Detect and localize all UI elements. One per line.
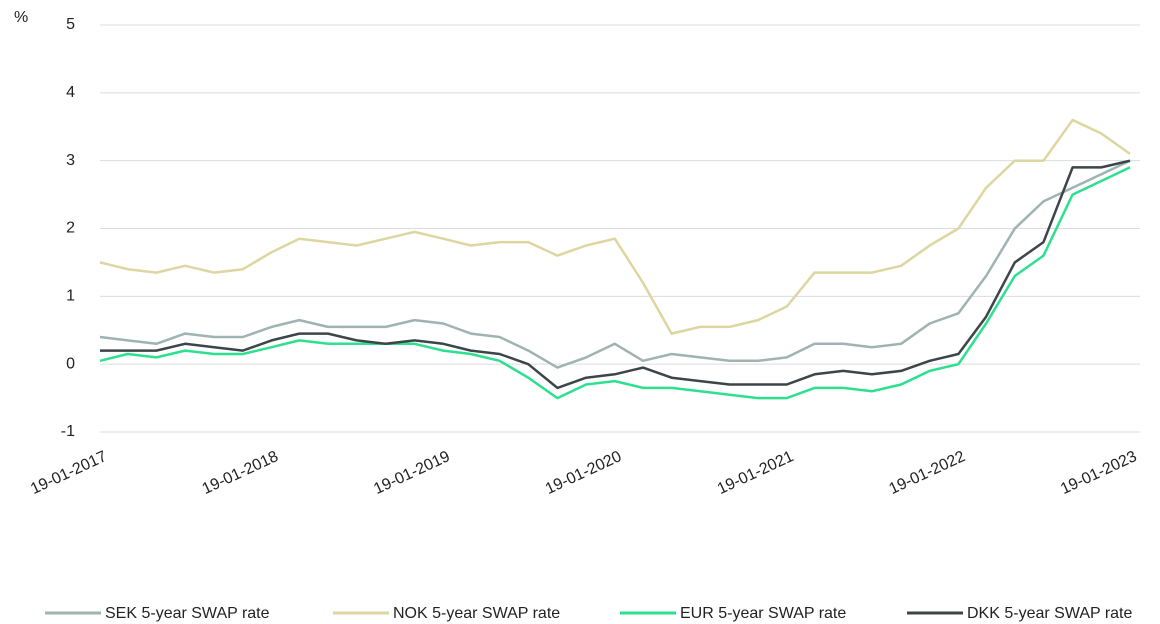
series-line bbox=[99, 166, 1131, 400]
y-tick-label: 0 bbox=[66, 355, 75, 372]
x-tick-label: 19-01-2017 bbox=[28, 448, 109, 498]
x-tick-label: 19-01-2023 bbox=[1058, 448, 1139, 498]
x-tick-label: 19-01-2018 bbox=[200, 448, 281, 498]
series-line bbox=[99, 159, 1131, 369]
series-line bbox=[99, 118, 1131, 335]
legend-label: NOK 5-year SWAP rate bbox=[393, 605, 560, 622]
series-line bbox=[100, 159, 1131, 390]
y-tick-label: 3 bbox=[66, 152, 75, 169]
y-tick-label: 4 bbox=[66, 84, 75, 101]
y-unit: % bbox=[14, 9, 28, 26]
x-tick-label: 19-01-2022 bbox=[887, 448, 968, 498]
legend-label: SEK 5-year SWAP rate bbox=[105, 605, 270, 622]
x-tick-label: 19-01-2020 bbox=[543, 448, 624, 498]
x-tick-label: 19-01-2021 bbox=[715, 448, 796, 498]
y-tick-label: -1 bbox=[61, 423, 75, 440]
legend-label: EUR 5-year SWAP rate bbox=[680, 605, 846, 622]
legend-label: DKK 5-year SWAP rate bbox=[967, 605, 1132, 622]
y-tick-label: 2 bbox=[66, 220, 75, 237]
x-tick-label: 19-01-2019 bbox=[371, 448, 452, 498]
y-tick-label: 1 bbox=[66, 288, 75, 305]
y-tick-label: 5 bbox=[66, 16, 75, 33]
